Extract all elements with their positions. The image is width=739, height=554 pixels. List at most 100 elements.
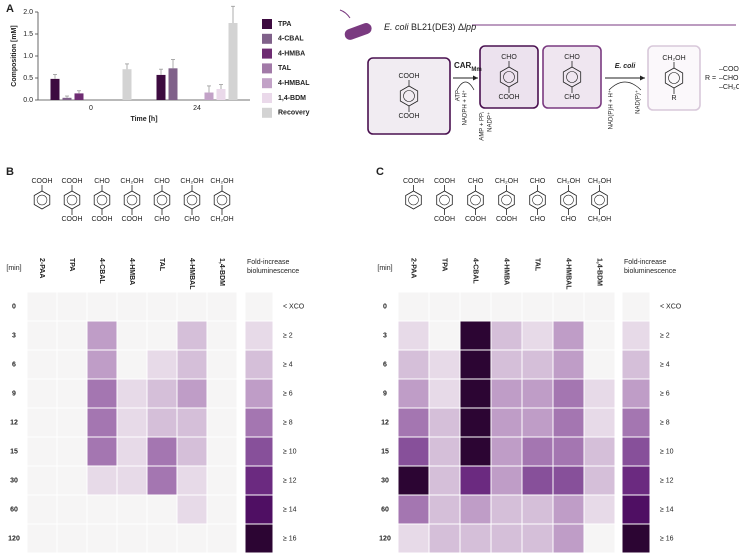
panel-label: C — [376, 166, 384, 178]
column-label: TAL — [158, 258, 165, 272]
heatmap-cell — [490, 407, 523, 438]
legend-swatch — [244, 378, 274, 409]
heatmap-cell — [206, 407, 238, 438]
substituent: COOH — [465, 216, 486, 223]
legend-swatch — [262, 19, 272, 29]
substituent: CHO — [154, 216, 170, 223]
legend-swatch — [244, 407, 274, 438]
cofactor-arc — [456, 81, 475, 91]
heatmap-cell — [397, 349, 430, 380]
heatmap-cell — [521, 320, 554, 351]
legend-swatch — [244, 436, 274, 467]
y-tick-label: 0.0 — [23, 97, 33, 104]
legend-label: ≥ 10 — [660, 448, 674, 455]
bacterium-icon — [339, 9, 736, 40]
heatmap-cell — [146, 378, 178, 409]
heatmap-cell — [26, 349, 58, 380]
aromatic-circle — [503, 71, 515, 83]
error-bar — [65, 95, 69, 98]
heatmap-cell — [490, 436, 523, 467]
legend-label: Recovery — [278, 110, 310, 117]
benzene-ring — [123, 190, 141, 210]
heatmap-cell — [397, 407, 430, 438]
heatmap-cell — [521, 349, 554, 380]
legend-title: Fold-increase — [247, 259, 290, 266]
row-label: 12 — [10, 419, 18, 426]
column-label: 4-HMBAL — [565, 258, 572, 290]
heatmap-cell — [583, 378, 616, 409]
heatmap-cell — [26, 436, 58, 467]
column-label: 4-HMBAL — [188, 258, 195, 290]
bar — [62, 97, 72, 100]
substituent: CHO — [530, 178, 546, 185]
x-axis-title: Time [h] — [130, 116, 157, 123]
molecule-box — [479, 45, 539, 109]
heatmap-cell — [583, 494, 616, 525]
heatmap-cell — [552, 407, 585, 438]
heatmap-cell — [459, 378, 492, 409]
benzene-ring — [529, 190, 546, 210]
legend-label: ≥ 16 — [660, 535, 674, 542]
benzene-ring — [213, 190, 231, 210]
heatmap-cell — [176, 320, 208, 351]
benzene-ring — [498, 190, 515, 210]
heatmap-cell — [521, 407, 554, 438]
benzene-ring — [93, 190, 111, 210]
legend-label: ≥ 6 — [283, 390, 293, 397]
x-tick-label: 0 — [89, 105, 93, 112]
substituent: COOH — [434, 178, 455, 185]
row-label: 0 — [383, 303, 387, 310]
benzene-ring — [33, 190, 51, 210]
legend-swatch — [262, 78, 272, 89]
heatmap-cell — [86, 494, 118, 525]
legend-swatch — [244, 465, 274, 496]
aromatic-circle — [126, 194, 138, 206]
aromatic-circle — [216, 194, 228, 206]
legend-swatch — [621, 378, 651, 409]
heatmap-cell — [397, 378, 430, 409]
substituent: CHO — [94, 178, 110, 185]
legend-swatch — [262, 33, 272, 44]
heatmap-cell — [56, 320, 88, 351]
y-unit: [min] — [6, 265, 21, 272]
heatmap-cell — [206, 523, 238, 554]
heatmap-cell — [583, 523, 616, 554]
heatmap-cell — [56, 349, 88, 380]
bar — [74, 93, 84, 100]
aromatic-circle — [186, 194, 198, 206]
substituent: R — [671, 95, 676, 102]
substituent: CHO — [561, 216, 577, 223]
substituent: COOH — [496, 216, 517, 223]
aromatic-circle — [563, 194, 574, 206]
heatmap-cell — [146, 494, 178, 525]
column-label: 4-CBAL — [472, 258, 479, 284]
substituent: COOH — [62, 178, 83, 185]
legend-label: 4-HMBAL — [278, 80, 310, 87]
heatmap-cell — [583, 436, 616, 467]
heatmap-cell — [428, 436, 461, 467]
heatmap-cell — [26, 291, 58, 322]
enzyme-subscript: Mm — [471, 67, 481, 73]
heatmap-cell — [206, 436, 238, 467]
benzene-ring — [467, 190, 484, 210]
legend-title: bioluminescence — [624, 268, 676, 275]
legend-swatch — [621, 407, 651, 438]
heatmap-cell — [86, 407, 118, 438]
heatmap-cell — [490, 349, 523, 380]
heatmap-cell — [397, 291, 430, 322]
heatmap-cell — [428, 378, 461, 409]
heatmap-cell — [146, 320, 178, 351]
row-label: 6 — [383, 361, 387, 368]
heatmap-cell — [206, 320, 238, 351]
heatmap-cell — [428, 291, 461, 322]
r-group: –CH₂OH — [719, 84, 739, 91]
legend-swatch — [621, 436, 651, 467]
bar — [204, 92, 214, 100]
substituent: CH₂OH — [210, 178, 233, 185]
cofactor-label: NADP⁺ — [487, 112, 494, 132]
heatmap-cell — [26, 320, 58, 351]
heatmap-cell — [56, 407, 88, 438]
cofactor-arc — [608, 81, 642, 91]
heatmap-cell — [56, 494, 88, 525]
heatmap-cell — [86, 291, 118, 322]
